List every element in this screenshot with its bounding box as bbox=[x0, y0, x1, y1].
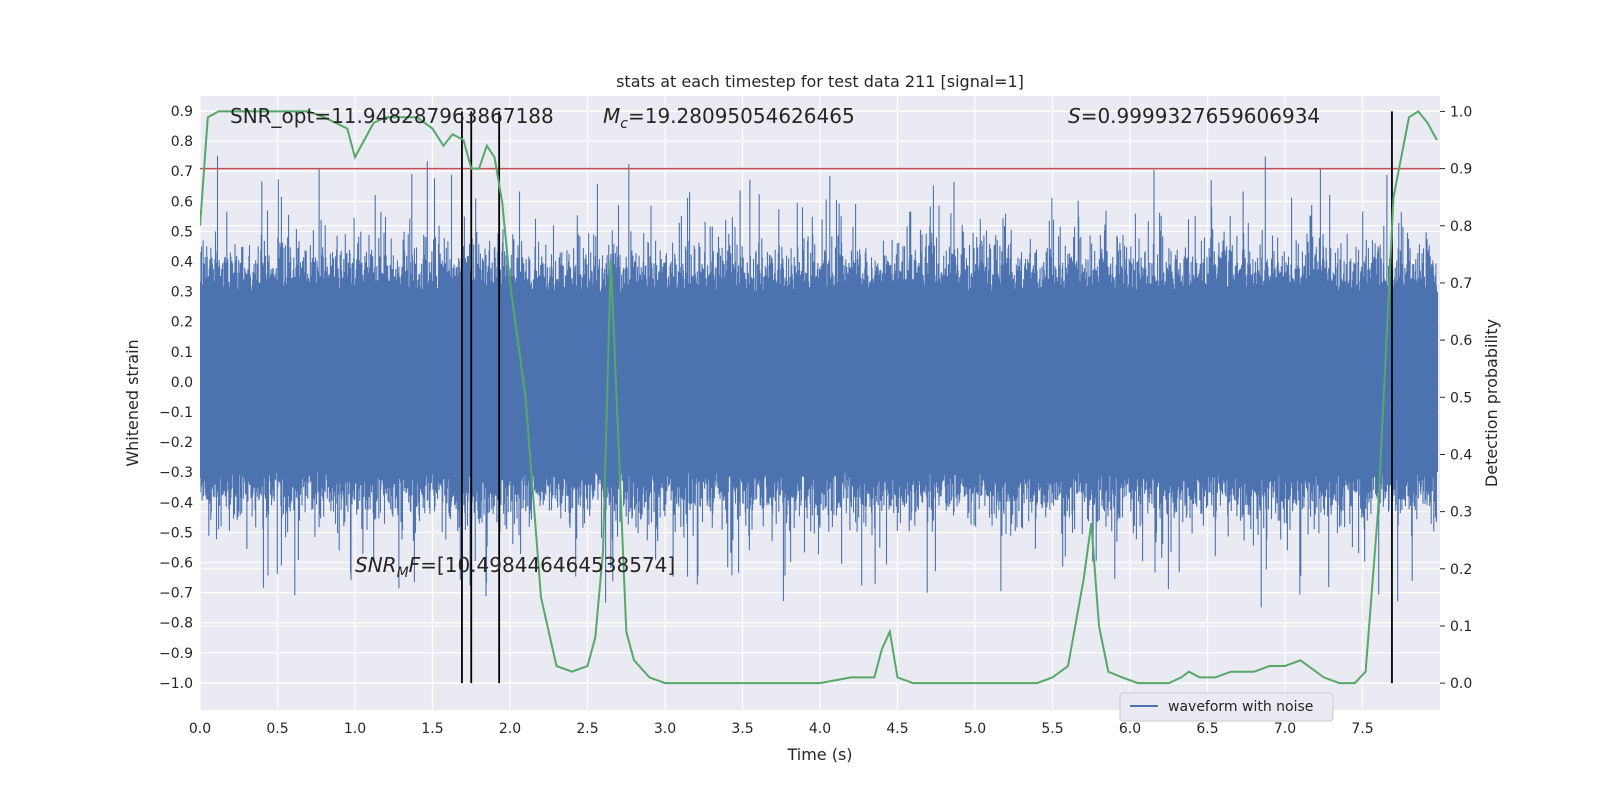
y-tick-label: −0.8 bbox=[159, 616, 193, 632]
y-tick-label: −0.3 bbox=[159, 465, 193, 481]
y2-axis-label: Detection probability bbox=[1482, 319, 1501, 487]
mc-subscript: c bbox=[620, 116, 628, 132]
y-tick-label: 0.7 bbox=[171, 164, 193, 180]
x-tick-label: 7.5 bbox=[1351, 721, 1373, 737]
x-axis-label: Time (s) bbox=[786, 745, 852, 764]
y-tick-label: −0.2 bbox=[159, 435, 193, 451]
x-tick-labels: 0.0 0.5 1.0 1.5 2.0 2.5 3.0 3.5 4.0 4.5 5.0 5.5 6.0 6… bbox=[189, 721, 1374, 737]
x-tick-label: 2.0 bbox=[499, 721, 521, 737]
y-tick-label: 0.2 bbox=[171, 315, 193, 331]
y2-tick-label: 0.3 bbox=[1450, 505, 1472, 521]
annotation-snr-mf: SNRMF=[10.498446464538574] bbox=[355, 553, 675, 581]
y2-tick-label: 0.0 bbox=[1450, 676, 1472, 692]
x-tick-label: 4.5 bbox=[886, 721, 908, 737]
y-tick-label: 0.8 bbox=[171, 134, 193, 150]
x-tick-label: 7.0 bbox=[1274, 721, 1296, 737]
y-tick-label: 0.3 bbox=[171, 285, 193, 301]
y-tick-label: −0.5 bbox=[159, 525, 193, 541]
x-tick-label: 3.5 bbox=[731, 721, 753, 737]
y-tick-label: −0.7 bbox=[159, 586, 193, 602]
detection-probability-line bbox=[200, 110, 1438, 685]
snrmf-value: =[10.498446464538574] bbox=[420, 553, 675, 577]
y-tick-label: 0.6 bbox=[171, 194, 193, 210]
x-tick-label: 0.5 bbox=[266, 721, 288, 737]
mc-symbol: M bbox=[603, 104, 620, 128]
x-tick-label: 0.0 bbox=[189, 721, 211, 737]
annotation-chirp-mass: Mc=19.28095054626465 bbox=[603, 104, 855, 132]
y2-tick-labels: 1.0 0.9 0.8 0.7 0.6 0.5 0.4 0.3 0.2 0.1 0.0 bbox=[1440, 104, 1472, 692]
y2-tick-label: 0.5 bbox=[1450, 390, 1472, 406]
y-tick-label: 0.5 bbox=[171, 224, 193, 240]
y-tick-label: 0.0 bbox=[171, 375, 193, 391]
y-tick-label: −0.9 bbox=[159, 646, 193, 662]
y-tick-label: 0.4 bbox=[171, 255, 193, 271]
y-tick-label: −0.1 bbox=[159, 405, 193, 421]
y-tick-labels: 0.9 0.8 0.7 0.6 0.5 0.4 0.3 0.2 0.1 0.0 −0.1 −0.2 −0… bbox=[159, 104, 193, 692]
snrmf-subscript: M bbox=[397, 565, 409, 581]
y2-tick-label: 0.1 bbox=[1450, 619, 1472, 635]
y2-tick-label: 0.7 bbox=[1450, 276, 1472, 292]
x-tick-label: 2.5 bbox=[576, 721, 598, 737]
waveform-series bbox=[200, 155, 1438, 608]
y2-tick-label: 0.6 bbox=[1450, 333, 1472, 349]
x-tick-label: 6.5 bbox=[1196, 721, 1218, 737]
x-tick-label: 6.0 bbox=[1119, 721, 1141, 737]
x-tick-label: 5.5 bbox=[1041, 721, 1063, 737]
y-tick-label: −1.0 bbox=[159, 676, 193, 692]
x-tick-label: 1.5 bbox=[421, 721, 443, 737]
y2-tick-label: 1.0 bbox=[1450, 104, 1472, 120]
annotation-snr-opt: SNR_opt=11.948287963867188 bbox=[230, 104, 554, 128]
y2-tick-label: 0.9 bbox=[1450, 162, 1472, 178]
snrmf-f: F bbox=[409, 553, 421, 577]
snrmf-symbol: SNR bbox=[355, 553, 397, 577]
s-symbol: S bbox=[1068, 104, 1081, 128]
x-tick-label: 1.0 bbox=[344, 721, 366, 737]
s-value: =0.9999327659606934 bbox=[1081, 104, 1320, 128]
legend-box bbox=[1119, 692, 1334, 722]
x-tick-label: 5.0 bbox=[964, 721, 986, 737]
x-tick-label: 3.0 bbox=[654, 721, 676, 737]
y-tick-label: −0.4 bbox=[159, 495, 193, 511]
x-tick-label: 4.0 bbox=[809, 721, 831, 737]
legend: waveform with noise bbox=[1119, 692, 1334, 722]
y-axis-label: Whitened strain bbox=[123, 339, 142, 466]
y2-tick-label: 0.8 bbox=[1450, 219, 1472, 235]
y2-tick-label: 0.4 bbox=[1450, 447, 1472, 463]
annotation-s: S=0.9999327659606934 bbox=[1068, 104, 1320, 128]
waveform-trace bbox=[200, 155, 1437, 608]
y-tick-label: 0.1 bbox=[171, 345, 193, 361]
mc-value: =19.28095054626465 bbox=[628, 104, 855, 128]
y2-tick-label: 0.2 bbox=[1450, 562, 1472, 578]
y-tick-label: 0.9 bbox=[171, 104, 193, 120]
legend-entry-waveform: waveform with noise bbox=[1168, 699, 1313, 715]
y-tick-label: −0.6 bbox=[159, 556, 193, 572]
chart-title: stats at each timestep for test data 211… bbox=[616, 72, 1024, 91]
